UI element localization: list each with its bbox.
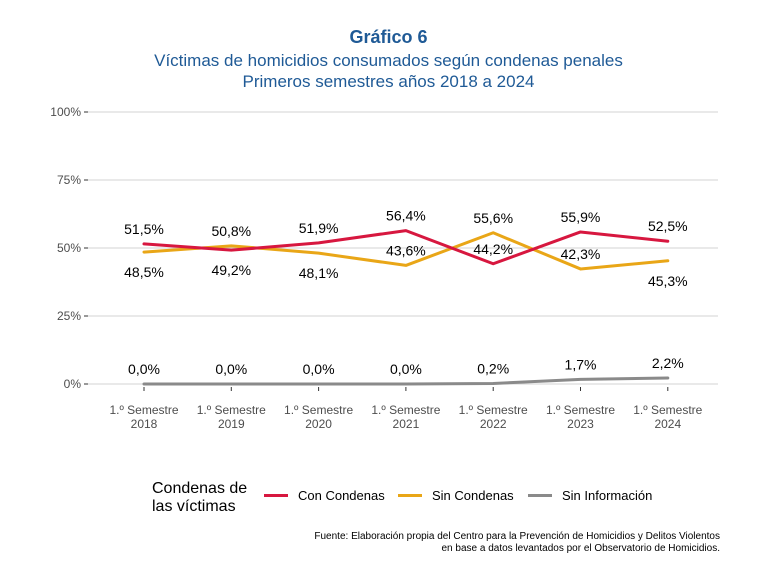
legend-item-con-condenas: Con Condenas (264, 488, 385, 503)
legend-label-sin-informacion: Sin Información (562, 488, 653, 503)
legend-label-sin-condenas: Sin Condenas (432, 488, 514, 503)
chart-title: Gráfico 6 (349, 27, 428, 47)
y-tick-label: 50% (57, 241, 81, 255)
y-tick-label: 75% (57, 173, 81, 187)
y-tick-label: 0% (64, 377, 82, 391)
x-tick-label: 2018 (131, 417, 158, 431)
data-label: 55,6% (473, 210, 513, 226)
source-note: Fuente: Elaboración propia del Centro pa… (314, 531, 720, 555)
series-line-sin-informacion (142, 376, 670, 386)
x-tick-label: 1.º Semestre (459, 403, 528, 417)
legend-title-line-2: las víctimas (152, 498, 236, 515)
x-tick-label: 1.º Semestre (284, 403, 353, 417)
legend-swatch-sin-informacion (528, 494, 552, 498)
x-tick-label: 1.º Semestre (546, 403, 615, 417)
data-label: 45,3% (648, 273, 688, 289)
data-label: 52,5% (648, 218, 688, 234)
legend-title: Condenas de las víctimas (152, 480, 264, 516)
x-tick-label: 2022 (480, 417, 507, 431)
data-label: 51,5% (124, 221, 164, 237)
legend-swatch-con-condenas (264, 494, 288, 498)
legend-title-line-1: Condenas de (152, 480, 248, 497)
chart-subtitle-line-1: Víctimas de homicidios consumados según … (154, 51, 623, 70)
y-tick-label: 100% (50, 105, 81, 119)
data-label: 50,8% (211, 223, 251, 239)
legend-label-con-condenas: Con Condenas (298, 488, 385, 503)
x-tick-label: 2023 (567, 417, 594, 431)
x-tick-label: 1.º Semestre (109, 403, 178, 417)
x-tick-label: 1.º Semestre (197, 403, 266, 417)
data-label: 42,3% (561, 246, 601, 262)
data-label: 56,4% (386, 208, 426, 224)
data-label: 48,5% (124, 264, 164, 280)
data-label: 0,2% (477, 360, 509, 376)
x-tick-label: 2024 (654, 417, 681, 431)
data-label: 0,0% (303, 361, 335, 377)
x-tick-label: 1.º Semestre (371, 403, 440, 417)
data-label: 43,6% (386, 242, 426, 258)
source-line-2: en base a datos levantados por el Observ… (441, 543, 721, 554)
series-line-con-condenas (142, 229, 670, 266)
chart-subtitle: Víctimas de homicidios consumados según … (0, 50, 777, 92)
data-label: 0,0% (215, 361, 247, 377)
data-label: 1,7% (565, 356, 597, 372)
data-label: 48,1% (299, 265, 339, 281)
series-line-sin-condenas (142, 231, 670, 271)
data-label: 44,2% (473, 241, 513, 257)
x-tick-label: 1.º Semestre (633, 403, 702, 417)
legend-item-sin-informacion: Sin Información (528, 488, 652, 503)
data-label: 49,2% (211, 262, 251, 278)
legend-item-sin-condenas: Sin Condenas (398, 488, 514, 503)
chart-subtitle-line-2: Primeros semestres años 2018 a 2024 (242, 72, 535, 91)
x-tick-label: 2021 (393, 417, 420, 431)
data-label: 55,9% (561, 209, 601, 225)
data-label: 0,0% (128, 361, 160, 377)
data-label: 0,0% (390, 361, 422, 377)
x-tick-label: 2019 (218, 417, 245, 431)
data-label: 2,2% (652, 355, 684, 371)
x-tick-label: 2020 (305, 417, 332, 431)
y-tick-label: 25% (57, 309, 81, 323)
data-label: 51,9% (299, 220, 339, 236)
legend-swatch-sin-condenas (398, 494, 422, 498)
source-line-1: Fuente: Elaboración propia del Centro pa… (314, 531, 720, 542)
